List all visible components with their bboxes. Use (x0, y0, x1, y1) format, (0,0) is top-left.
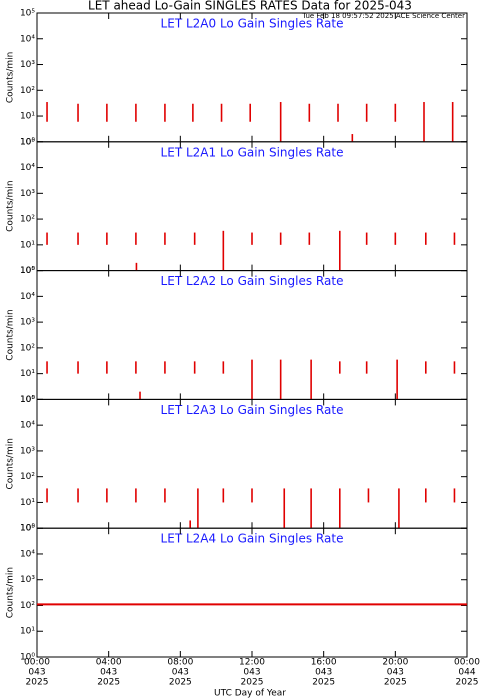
y-tick-label: 10¹ (20, 498, 35, 508)
y-tick-label: 10⁰ (20, 395, 35, 405)
x-tick-day: 043 (315, 668, 332, 678)
y-tick-label: 10⁵ (20, 395, 35, 405)
x-tick-day: 044 (458, 668, 475, 678)
x-tick-label: 12:00 (239, 658, 265, 668)
y-tick-label: 10¹ (20, 369, 35, 379)
panel-frame (36, 398, 468, 529)
y-axis-label: Counts/min (6, 180, 16, 231)
x-tick-day: 043 (28, 668, 45, 678)
panel-frame (36, 141, 468, 272)
y-tick-label: 10⁴ (20, 549, 35, 559)
y-tick-label: 10¹ (20, 240, 35, 250)
x-tick-label: 00:00 (24, 658, 50, 668)
y-tick-label: 10² (20, 86, 35, 96)
y-tick-label: 10² (20, 215, 35, 225)
panel-frame (36, 527, 468, 658)
y-tick-label: 10³ (20, 446, 35, 456)
x-tick-label: 16:00 (311, 658, 337, 668)
y-tick-label: 10³ (20, 189, 35, 199)
y-tick-label: 10⁰ (20, 266, 35, 276)
y-tick-label: 10² (20, 601, 35, 611)
x-tick-year: 2025 (169, 678, 192, 688)
y-tick-label: 10⁰ (20, 653, 35, 663)
panel-title: LET L2A4 Lo Gain Singles Rate (161, 532, 344, 546)
y-tick-label: 10⁵ (20, 137, 35, 147)
x-tick-year: 2025 (97, 678, 120, 688)
x-tick-day: 043 (172, 668, 189, 678)
x-tick-label: 00:00 (454, 658, 480, 668)
x-tick-year: 2025 (456, 678, 479, 688)
x-tick-label: 20:00 (382, 658, 408, 668)
panel-title: LET L2A1 Lo Gain Singles Rate (161, 145, 344, 159)
x-tick-label: 04:00 (96, 658, 122, 668)
y-tick-label: 10³ (20, 318, 35, 328)
y-tick-label: 10¹ (20, 112, 35, 122)
x-tick-year: 2025 (26, 678, 49, 688)
panel-title: LET L2A2 Lo Gain Singles Rate (161, 274, 344, 288)
panel-title: LET L2A0 Lo Gain Singles Rate (161, 17, 344, 31)
panel-frame (36, 12, 468, 143)
y-tick-label: 10⁴ (20, 292, 35, 302)
y-axis-label: Counts/min (6, 567, 16, 618)
y-tick-label: 10⁴ (20, 421, 35, 431)
y-tick-label: 10³ (20, 60, 35, 70)
x-tick-year: 2025 (384, 678, 407, 688)
y-tick-label: 10⁵ (20, 9, 35, 19)
chart-title: LET ahead Lo-Gain SINGLES RATES Data for… (88, 0, 412, 13)
y-tick-label: 10⁰ (20, 524, 35, 534)
y-tick-label: 10² (20, 472, 35, 482)
y-tick-label: 10⁰ (20, 137, 35, 147)
panel-title: LET L2A3 Lo Gain Singles Rate (161, 403, 344, 417)
y-tick-label: 10² (20, 343, 35, 353)
x-axis-label: UTC Day of Year (214, 689, 286, 699)
x-tick-day: 043 (387, 668, 404, 678)
timestamp: Tue Feb 18 09:57:52 2025 ACE Science Cen… (301, 12, 465, 20)
x-tick-year: 2025 (241, 678, 264, 688)
x-tick-label: 08:00 (167, 658, 193, 668)
x-tick-day: 043 (100, 668, 117, 678)
y-tick-label: 10³ (20, 575, 35, 585)
x-tick-day: 043 (243, 668, 260, 678)
y-tick-label: 10⁵ (20, 524, 35, 534)
y-tick-label: 10⁵ (20, 266, 35, 276)
y-tick-label: 10⁴ (20, 34, 35, 44)
y-axis-label: Counts/min (6, 438, 16, 489)
y-tick-label: 10¹ (20, 627, 35, 637)
x-tick-year: 2025 (312, 678, 335, 688)
y-axis-label: Counts/min (6, 309, 16, 360)
y-axis-label: Counts/min (6, 52, 16, 103)
y-tick-label: 10⁴ (20, 163, 35, 173)
